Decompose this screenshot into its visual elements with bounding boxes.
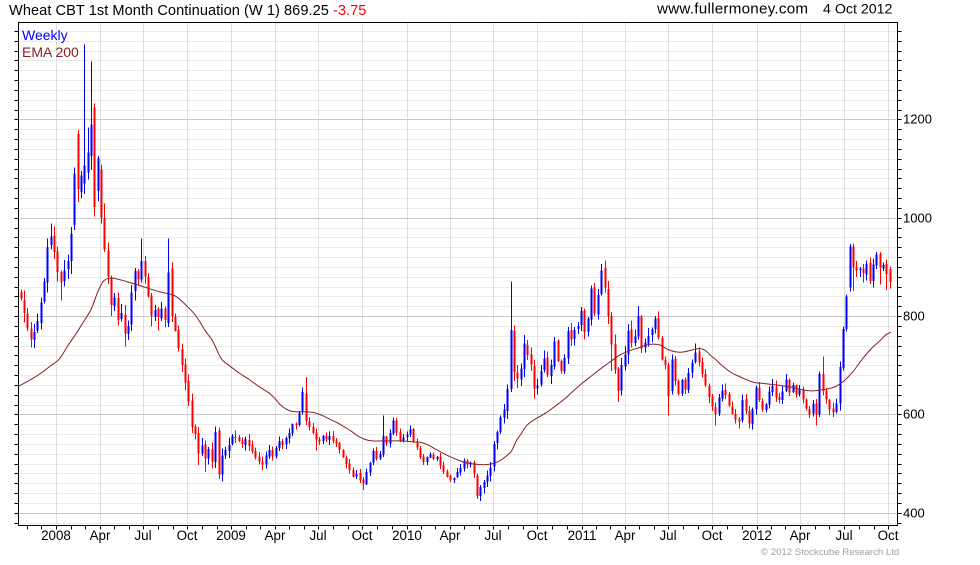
svg-text:Jul: Jul bbox=[134, 528, 151, 543]
svg-text:2011: 2011 bbox=[568, 528, 597, 543]
svg-text:Jul: Jul bbox=[484, 528, 501, 543]
svg-text:www.fullermoney.com: www.fullermoney.com bbox=[656, 1, 808, 18]
svg-text:2008: 2008 bbox=[41, 528, 71, 543]
svg-text:Apr: Apr bbox=[440, 528, 461, 543]
svg-text:Wheat CBT 1st Month Continuati: Wheat CBT 1st Month Continuation (W 1) 8… bbox=[9, 3, 366, 19]
svg-text:1000: 1000 bbox=[903, 211, 932, 226]
svg-text:Apr: Apr bbox=[790, 528, 811, 543]
svg-text:Oct: Oct bbox=[702, 528, 723, 543]
svg-text:Weekly: Weekly bbox=[22, 27, 68, 43]
svg-text:Oct: Oct bbox=[878, 528, 899, 543]
svg-text:4 Oct 2012: 4 Oct 2012 bbox=[823, 2, 893, 18]
svg-text:Oct: Oct bbox=[527, 528, 548, 543]
svg-text:Oct: Oct bbox=[177, 528, 198, 543]
svg-text:Apr: Apr bbox=[265, 528, 286, 543]
svg-text:Apr: Apr bbox=[90, 528, 111, 543]
svg-text:Jul: Jul bbox=[659, 528, 676, 543]
svg-text:2012: 2012 bbox=[742, 528, 772, 543]
svg-text:Oct: Oct bbox=[352, 528, 373, 543]
svg-text:Apr: Apr bbox=[615, 528, 636, 543]
svg-text:© 2012 Stockcube Research Ltd: © 2012 Stockcube Research Ltd bbox=[761, 547, 899, 558]
svg-text:800: 800 bbox=[903, 309, 925, 324]
svg-text:Jul: Jul bbox=[835, 528, 852, 543]
svg-text:EMA 200: EMA 200 bbox=[22, 44, 79, 60]
svg-text:2010: 2010 bbox=[392, 528, 422, 543]
svg-text:2009: 2009 bbox=[216, 528, 246, 543]
svg-text:Jul: Jul bbox=[309, 528, 326, 543]
svg-text:600: 600 bbox=[903, 407, 925, 422]
svg-text:400: 400 bbox=[903, 506, 925, 521]
svg-text:1200: 1200 bbox=[903, 112, 932, 127]
